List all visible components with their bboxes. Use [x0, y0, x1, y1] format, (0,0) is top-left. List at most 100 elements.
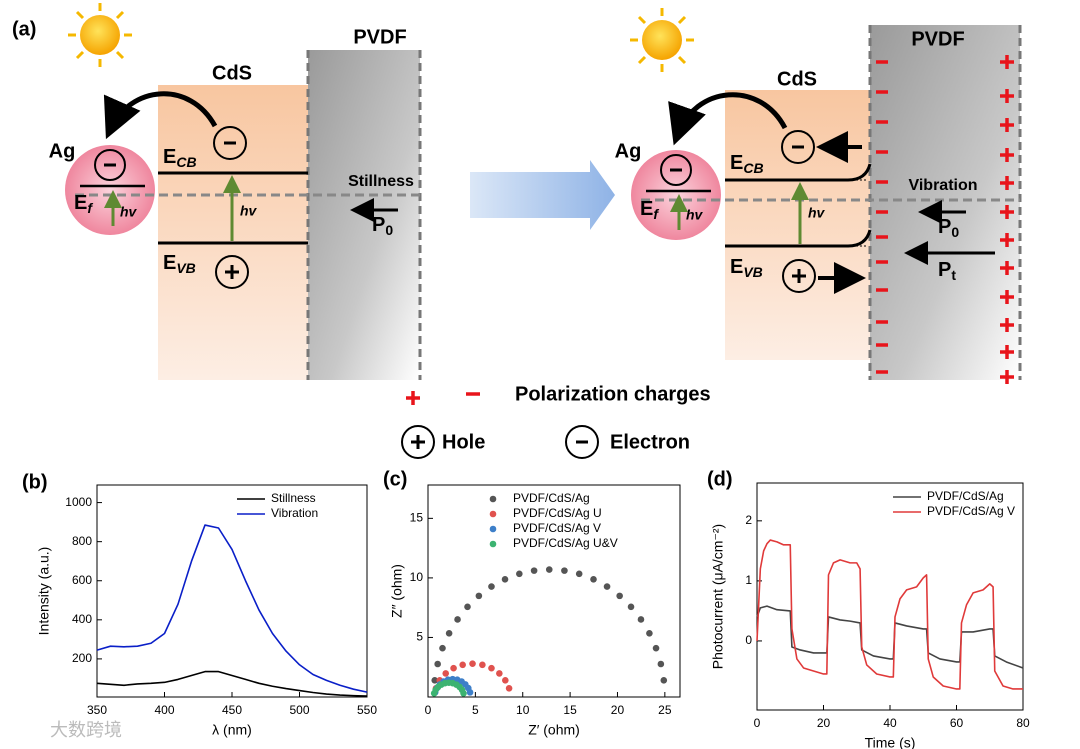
- y-tick-label: 600: [72, 573, 92, 587]
- label: ECB: [730, 152, 764, 175]
- series-line: [96, 524, 368, 693]
- label: EVB: [730, 256, 763, 279]
- point: [488, 583, 495, 590]
- series-line: [96, 670, 368, 697]
- point: [454, 616, 461, 623]
- legend-label: Polarization charges: [515, 383, 711, 405]
- label: VB: [743, 264, 762, 280]
- legend-swatch: [489, 540, 497, 548]
- legend-label: Vibration: [271, 506, 318, 520]
- legend-label: PVDF/CdS/Ag V: [513, 521, 601, 535]
- x-tick-label: 450: [222, 703, 242, 717]
- polarization-charges: [876, 55, 1014, 384]
- x-axis-label: Z′ (ohm): [528, 722, 580, 738]
- transfer-arrow: [668, 92, 788, 146]
- x-tick-label: 350: [87, 703, 107, 717]
- y-tick-label: 5: [416, 630, 423, 644]
- label: hv: [120, 204, 138, 220]
- label: P0: [372, 214, 393, 237]
- series-line: [756, 539, 1023, 690]
- y-tick-label: 800: [72, 534, 92, 548]
- point: [479, 661, 486, 669]
- electron: [565, 425, 599, 459]
- y-tick-label: 10: [410, 570, 424, 584]
- label: E: [163, 146, 176, 168]
- x-tick-label: 20: [817, 716, 831, 730]
- point: [434, 660, 441, 668]
- label: 0: [385, 222, 393, 238]
- label: f: [87, 200, 93, 216]
- label: CB: [743, 160, 763, 176]
- x-axis-label: Time (s): [865, 735, 916, 749]
- label: PVDF: [911, 28, 964, 50]
- pvdf-block: [308, 50, 420, 380]
- y-tick-label: 200: [72, 651, 92, 665]
- sun: [630, 8, 694, 72]
- y-tick-label: 0: [745, 633, 752, 647]
- legend-label: PVDF/CdS/Ag: [927, 489, 1004, 503]
- label: PVDF: [353, 26, 406, 48]
- point: [590, 576, 597, 583]
- label: Ag: [615, 140, 642, 162]
- point: [466, 689, 474, 696]
- x-tick-label: 20: [611, 703, 625, 717]
- legend-swatch: [489, 525, 497, 533]
- label: Vibration: [908, 177, 977, 194]
- label: hv: [686, 207, 704, 223]
- point: [646, 629, 653, 637]
- point: [516, 570, 523, 578]
- ag-particle: [631, 150, 721, 240]
- x-tick-label: 10: [516, 703, 530, 717]
- left-scheme: PVDF CdS Ag ECB EVB Ef hv hv Stillness P…: [49, 3, 422, 380]
- point: [431, 677, 439, 684]
- y-tick-label: 15: [410, 511, 424, 525]
- label: 0: [951, 224, 959, 240]
- x-axis-label: λ (nm): [212, 722, 252, 738]
- electron: [781, 130, 815, 164]
- right-scheme: PVDF CdS Ag ECB EVB Ef hv hv Vibration P…: [615, 8, 1022, 384]
- point: [442, 670, 450, 677]
- point: [616, 592, 623, 600]
- point: [575, 570, 583, 578]
- panel-label: (b): [22, 471, 48, 493]
- panel-label: (c): [383, 468, 407, 490]
- legend-label: PVDF/CdS/Ag: [513, 491, 590, 505]
- plus-charge: [406, 391, 420, 405]
- point: [505, 685, 513, 692]
- point: [464, 603, 471, 611]
- label: P: [938, 216, 951, 238]
- point: [469, 660, 476, 667]
- x-tick-label: 80: [1016, 716, 1030, 730]
- point: [627, 603, 635, 611]
- pvdf-block: [870, 25, 1020, 380]
- point: [459, 661, 466, 669]
- x-tick-label: 60: [950, 716, 964, 730]
- x-tick-label: 550: [357, 703, 377, 717]
- scheme-legend: Polarization charges Hole Electron: [401, 383, 711, 459]
- point: [488, 664, 495, 672]
- y-axis-label: Z″ (ohm): [389, 564, 405, 618]
- label: CB: [176, 154, 196, 170]
- plot-frame: [427, 484, 681, 698]
- point: [501, 576, 509, 583]
- point: [530, 567, 538, 574]
- point: [502, 677, 509, 684]
- x-tick-label: 15: [563, 703, 577, 717]
- legend-swatch: [489, 510, 497, 518]
- electron: [213, 126, 247, 160]
- label: VB: [176, 260, 195, 276]
- electron: [660, 154, 692, 186]
- label: Ef: [640, 198, 659, 221]
- x-tick-label: 25: [658, 703, 672, 717]
- point: [561, 567, 568, 574]
- label: P: [372, 214, 385, 236]
- label: EVB: [163, 252, 196, 275]
- legend-label: PVDF/CdS/Ag U: [513, 506, 602, 520]
- y-axis-label: Photocurrent (μA/cm⁻²): [710, 524, 726, 669]
- chart: (b) 350 400 450 500 550 200 400 600 800 1000 λ (nm)…: [22, 471, 377, 737]
- y-axis-label: Intensity (a.u.): [36, 547, 52, 636]
- point: [637, 616, 645, 623]
- label: Pt: [938, 259, 956, 282]
